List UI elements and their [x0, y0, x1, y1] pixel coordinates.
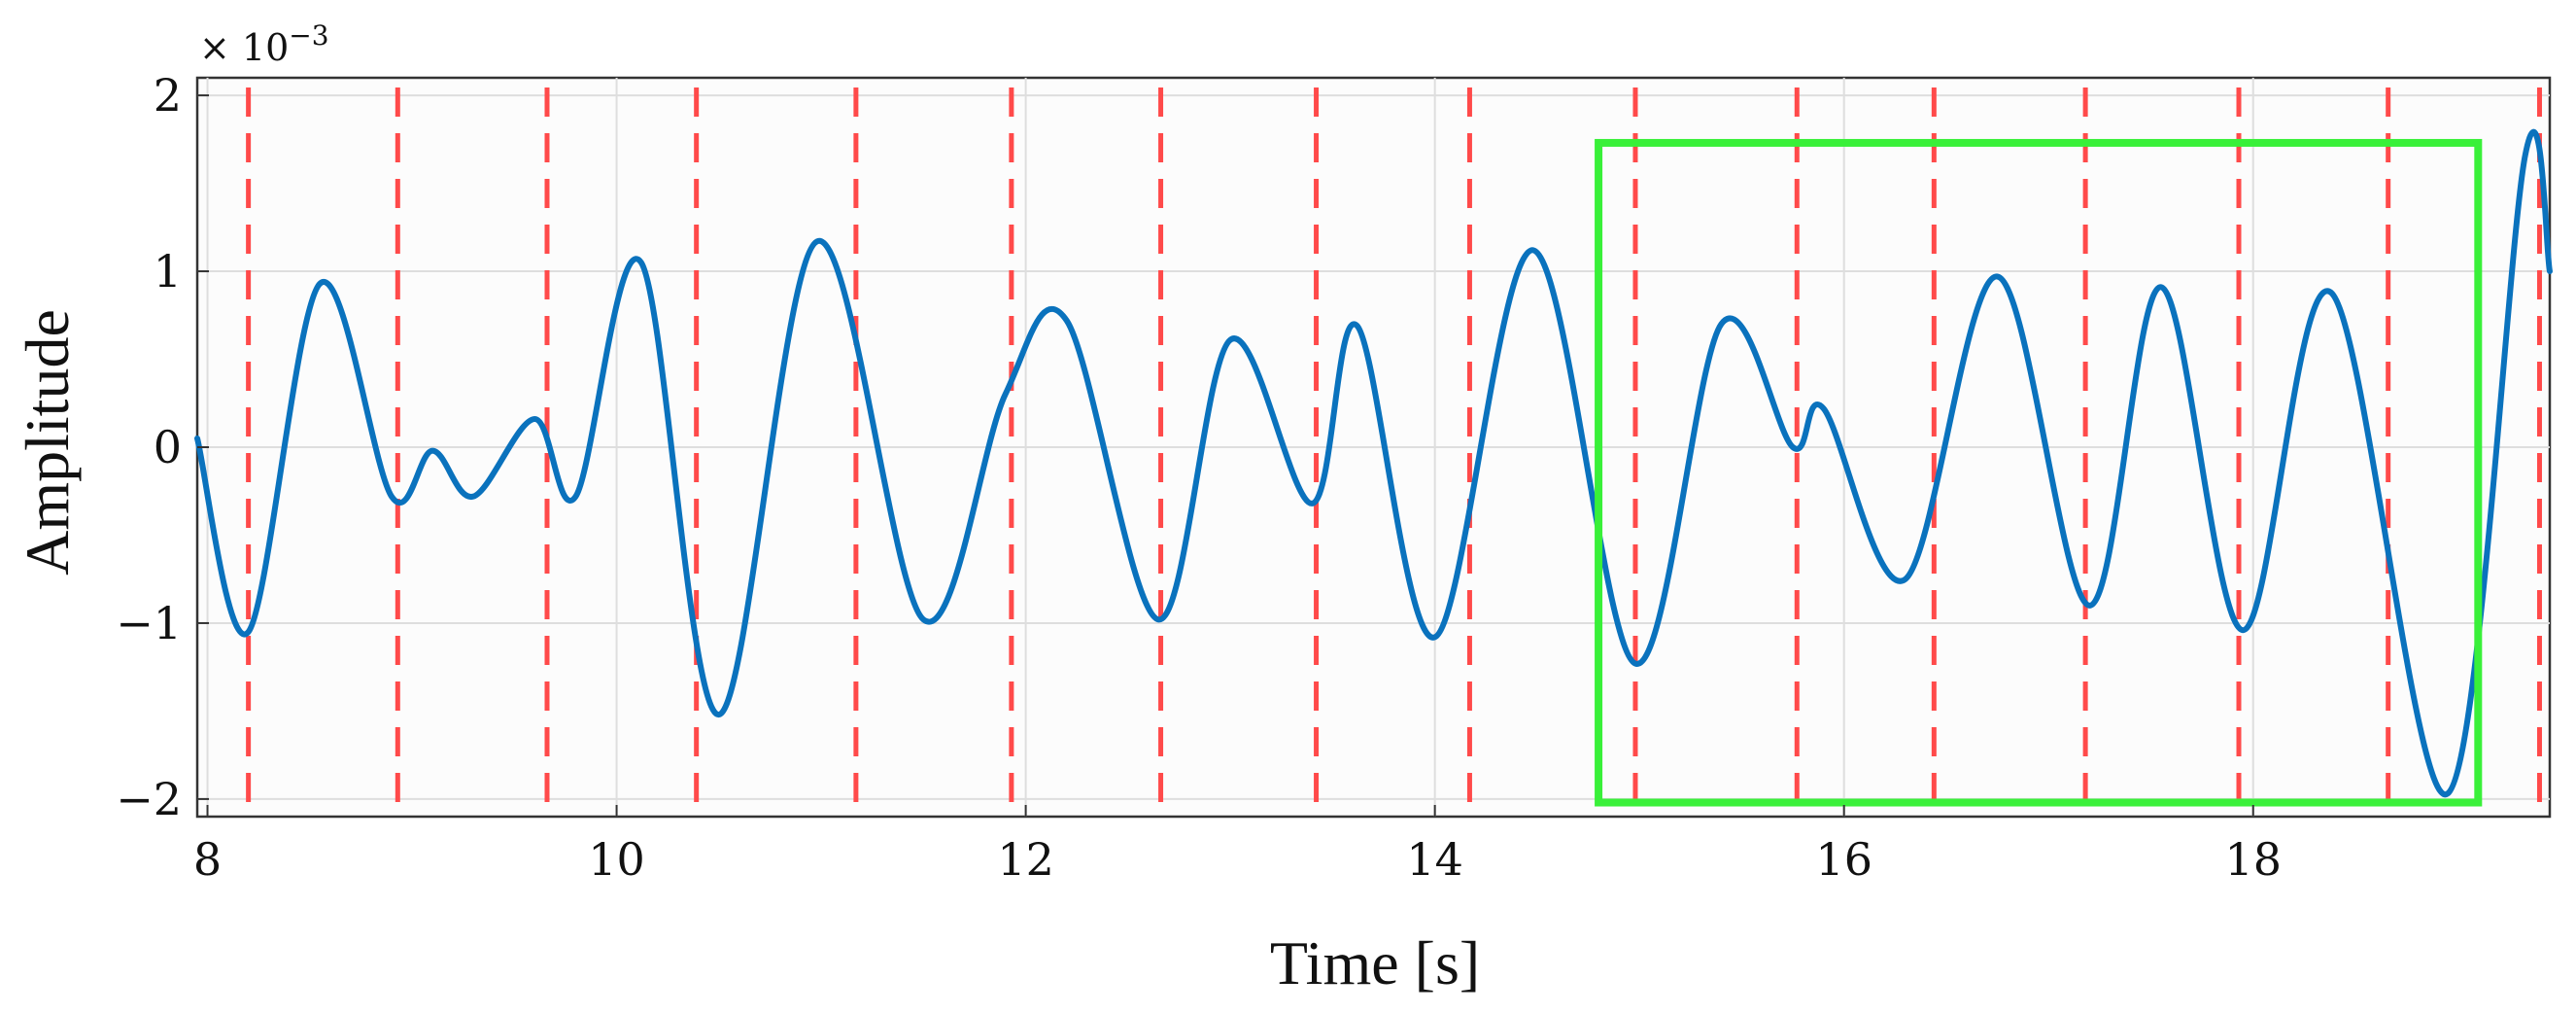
- highlight-region: [1595, 138, 2483, 807]
- y-axis-label: Amplitude: [13, 309, 82, 576]
- y-tick-label: −1: [116, 597, 182, 649]
- series: [194, 128, 2553, 797]
- y-tick-label: 1: [154, 245, 182, 297]
- y-tick-label: 0: [154, 421, 182, 473]
- x-tick-label: 18: [2224, 833, 2282, 886]
- x-tick-label: 10: [588, 833, 645, 886]
- x-axis-label: Time [s]: [1270, 928, 1480, 997]
- y-tick-label: 2: [154, 69, 182, 122]
- signal-line: [194, 128, 2553, 797]
- x-tick-label: 12: [997, 833, 1054, 886]
- x-tick-label: 8: [193, 833, 222, 886]
- x-tick-label: 14: [1406, 833, 1463, 886]
- highlight-box: [1595, 138, 2483, 807]
- y-tick-label: −2: [116, 773, 182, 825]
- vertical-markers: [246, 87, 2542, 817]
- x-tick-label: 16: [1815, 833, 1872, 886]
- y-exponent-label: × 10−3: [199, 19, 329, 69]
